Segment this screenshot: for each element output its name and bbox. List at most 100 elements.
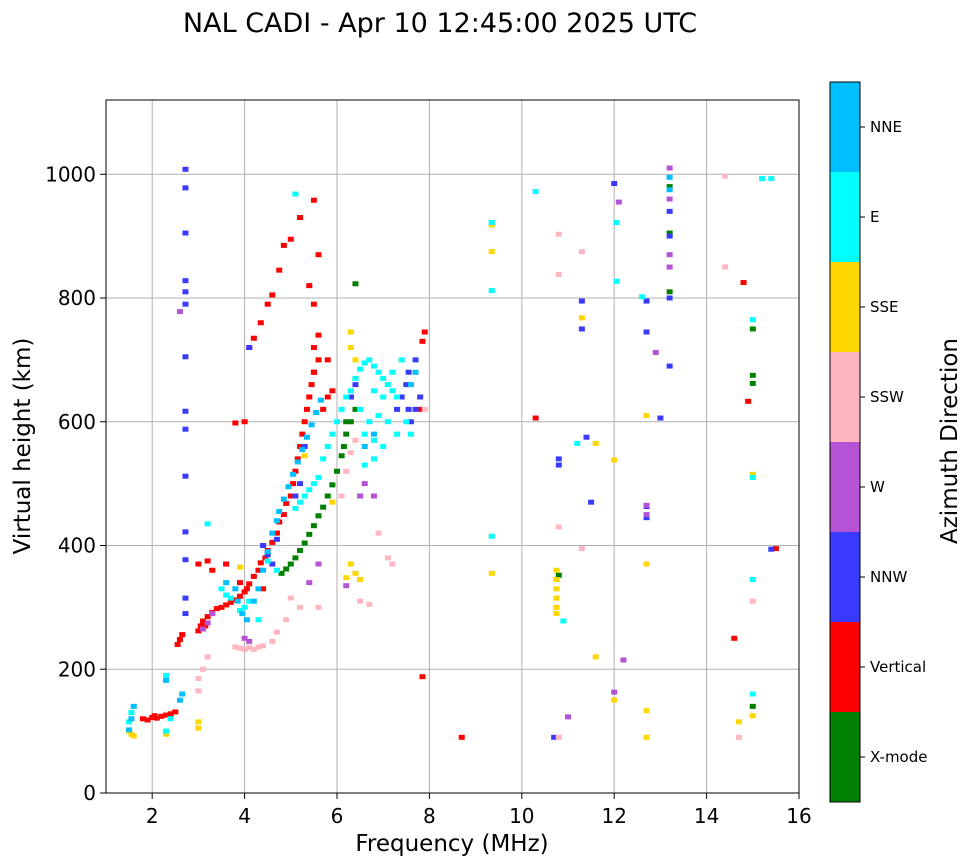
data-point xyxy=(398,394,405,400)
data-point xyxy=(352,357,359,363)
data-point xyxy=(290,471,297,477)
data-point xyxy=(338,493,345,499)
data-point xyxy=(615,199,622,205)
data-point xyxy=(280,242,287,248)
data-point xyxy=(276,508,283,514)
data-point xyxy=(666,264,673,270)
data-point xyxy=(213,606,220,612)
y-axis-label: Virtual height (km) xyxy=(10,338,36,555)
data-point xyxy=(236,593,243,599)
data-point xyxy=(329,388,336,394)
data-point xyxy=(285,484,292,490)
data-point xyxy=(158,713,165,719)
data-point xyxy=(357,366,364,372)
data-point xyxy=(246,581,253,587)
data-point xyxy=(236,645,243,651)
data-point xyxy=(652,349,659,355)
data-point xyxy=(292,191,299,197)
azimuth-colorbar: X-mode Vertical NNW W SSW SSE E NNE xyxy=(829,81,927,803)
data-point xyxy=(643,515,650,521)
x-tick-label: 16 xyxy=(786,804,811,828)
data-point xyxy=(246,645,253,651)
data-point xyxy=(172,709,179,715)
data-point xyxy=(666,187,673,193)
data-point xyxy=(343,575,350,581)
data-point xyxy=(553,567,560,573)
data-point xyxy=(375,413,382,419)
data-point xyxy=(218,586,225,592)
data-point xyxy=(241,589,248,595)
data-point xyxy=(310,481,317,487)
data-point xyxy=(292,555,299,561)
data-point xyxy=(182,557,189,563)
data-point xyxy=(315,604,322,610)
data-point xyxy=(347,561,354,567)
data-point xyxy=(239,611,246,617)
data-point xyxy=(347,450,354,456)
x-tick-label: 4 xyxy=(238,804,251,828)
data-point xyxy=(749,713,756,719)
data-point xyxy=(320,456,327,462)
data-point xyxy=(182,473,189,479)
data-point xyxy=(419,674,426,680)
data-point xyxy=(306,283,313,289)
data-point xyxy=(666,184,673,190)
data-point xyxy=(153,715,160,721)
data-point xyxy=(338,406,345,412)
series-nne xyxy=(126,174,673,733)
data-point xyxy=(324,493,331,499)
data-point xyxy=(643,298,650,304)
data-point xyxy=(301,540,308,546)
data-point xyxy=(308,422,315,428)
data-point xyxy=(195,561,202,567)
data-point xyxy=(611,697,618,703)
data-point xyxy=(421,329,428,335)
data-point xyxy=(643,561,650,567)
data-point xyxy=(553,577,560,583)
data-point xyxy=(643,512,650,518)
data-point xyxy=(352,375,359,381)
data-point xyxy=(260,586,267,592)
series-nnw xyxy=(182,166,775,740)
data-point xyxy=(394,431,401,437)
data-point xyxy=(565,714,571,720)
data-point xyxy=(357,598,364,604)
data-point xyxy=(257,560,264,566)
data-point xyxy=(749,703,756,709)
data-point xyxy=(287,561,294,567)
data-point xyxy=(407,431,414,437)
data-point xyxy=(273,629,280,635)
data-point xyxy=(338,453,345,459)
data-point xyxy=(643,329,650,335)
data-point xyxy=(421,406,428,412)
data-point xyxy=(768,546,775,552)
data-point xyxy=(163,731,170,737)
data-point xyxy=(343,419,350,425)
data-point xyxy=(250,646,257,652)
data-point xyxy=(380,444,387,449)
data-point xyxy=(294,456,301,462)
x-axis-label: Frequency (MHz) xyxy=(355,831,548,857)
data-point xyxy=(287,236,294,242)
data-point xyxy=(315,513,322,519)
data-point xyxy=(128,710,135,716)
data-point xyxy=(560,618,567,624)
data-point xyxy=(182,185,189,191)
data-point xyxy=(223,602,230,608)
data-point xyxy=(292,505,299,511)
data-point xyxy=(384,382,391,388)
data-point xyxy=(255,567,262,573)
data-point xyxy=(200,666,207,672)
data-point xyxy=(269,561,276,567)
data-point xyxy=(375,369,382,375)
data-point xyxy=(176,309,183,315)
data-point xyxy=(195,688,202,694)
data-point xyxy=(403,382,410,388)
data-point xyxy=(352,570,359,576)
data-point xyxy=(273,567,280,573)
data-point xyxy=(366,357,373,363)
data-point xyxy=(666,233,673,239)
data-point xyxy=(555,456,562,462)
data-point xyxy=(182,354,189,360)
y-tick-label: 0 xyxy=(83,781,96,805)
